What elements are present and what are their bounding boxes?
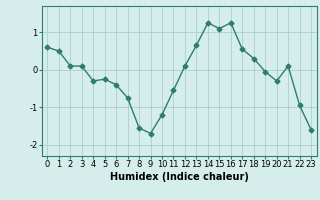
X-axis label: Humidex (Indice chaleur): Humidex (Indice chaleur)	[110, 172, 249, 182]
